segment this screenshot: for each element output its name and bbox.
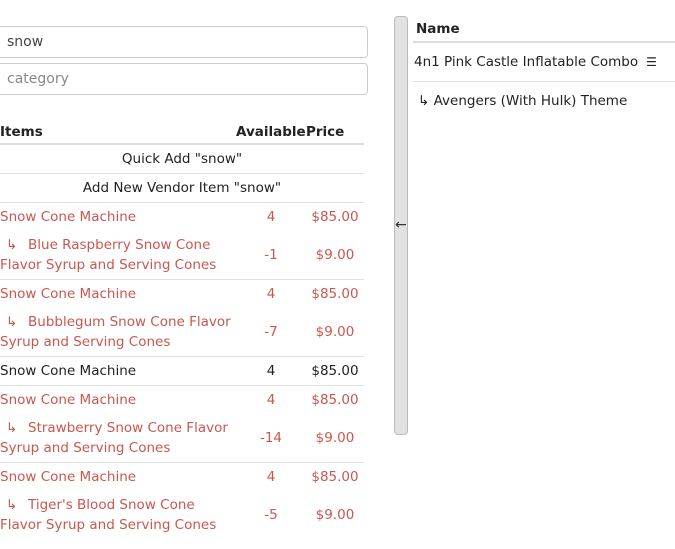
sub-item-name: Tiger's Blood Snow Cone Flavor Syrup and… bbox=[0, 497, 217, 533]
item-price: $85.00 bbox=[306, 356, 364, 386]
item-name: Snow Cone Machine bbox=[0, 356, 236, 386]
item-price: $85.00 bbox=[306, 385, 364, 414]
sub-item-price: $9.00 bbox=[315, 247, 355, 263]
item-row[interactable]: Snow Cone Machine 4 $85.00 bbox=[0, 202, 364, 231]
item-available: 4 bbox=[236, 385, 306, 414]
sub-item-price: $9.00 bbox=[315, 324, 355, 340]
selected-sub-item-name: Avengers (With Hulk) Theme bbox=[433, 93, 628, 109]
item-name: Snow Cone Machine bbox=[0, 202, 236, 231]
sub-item-name: Bubblegum Snow Cone Flavor Syrup and Ser… bbox=[0, 314, 231, 350]
sub-arrow-icon: ↳ bbox=[6, 237, 18, 253]
item-available: 4 bbox=[236, 356, 306, 386]
sub-arrow-icon: ↳ bbox=[6, 314, 18, 330]
item-row[interactable]: Snow Cone Machine 4 $85.00 bbox=[0, 385, 364, 414]
sub-item-price: $9.00 bbox=[315, 507, 355, 523]
panel-splitter[interactable]: ← bbox=[394, 16, 408, 435]
selected-items-panel: Name 4n1 Pink Castle Inflatable Combo ☰ ↳… bbox=[413, 16, 675, 120]
items-header: Items bbox=[0, 120, 236, 145]
selected-sub-item-row[interactable]: ↳ Avengers (With Hulk) Theme bbox=[413, 82, 675, 120]
sub-item-name: Blue Raspberry Snow Cone Flavor Syrup an… bbox=[0, 237, 217, 273]
sub-item-row[interactable]: ↳ Blue Raspberry Snow Cone Flavor Syrup a… bbox=[0, 231, 364, 280]
item-price: $85.00 bbox=[306, 202, 364, 231]
items-table: Items Available Price Quick Add "snow" A… bbox=[0, 120, 364, 539]
price-header: Price bbox=[306, 120, 364, 145]
sub-arrow-icon: ↳ bbox=[418, 93, 434, 109]
sub-item-row[interactable]: ↳ Bubblegum Snow Cone Flavor Syrup and Se… bbox=[0, 308, 364, 357]
sub-item-row[interactable]: ↳ Strawberry Snow Cone Flavor Syrup and S… bbox=[0, 414, 364, 463]
sub-item-name: Strawberry Snow Cone Flavor Syrup and Se… bbox=[0, 420, 228, 456]
item-name: Snow Cone Machine bbox=[0, 462, 236, 491]
sub-item-row[interactable]: ↳ Tiger's Blood Snow Cone Flavor Syrup an… bbox=[0, 491, 364, 539]
item-name: Snow Cone Machine bbox=[0, 279, 236, 308]
available-header: Available bbox=[236, 120, 306, 145]
item-name: Snow Cone Machine bbox=[0, 385, 236, 414]
item-row[interactable]: Snow Cone Machine 4 $85.00 bbox=[0, 462, 364, 491]
quick-add-row[interactable]: Quick Add "snow" bbox=[0, 143, 364, 174]
search-input[interactable] bbox=[0, 26, 368, 58]
item-row[interactable]: Snow Cone Machine 4 $85.00 bbox=[0, 279, 364, 308]
category-input[interactable] bbox=[0, 63, 368, 95]
item-price: $85.00 bbox=[306, 462, 364, 491]
list-icon[interactable]: ☰ bbox=[646, 55, 657, 69]
item-available: 4 bbox=[236, 202, 306, 231]
sub-item-available: -1 bbox=[264, 247, 278, 263]
name-header: Name bbox=[413, 16, 675, 43]
item-row[interactable]: Snow Cone Machine 4 $85.00 bbox=[0, 356, 364, 386]
sub-item-price: $9.00 bbox=[315, 430, 355, 446]
add-vendor-item-row[interactable]: Add New Vendor Item "snow" bbox=[0, 173, 364, 203]
item-price: $85.00 bbox=[306, 279, 364, 308]
selected-item-row[interactable]: 4n1 Pink Castle Inflatable Combo ☰ bbox=[413, 43, 675, 82]
sub-item-available: -14 bbox=[259, 430, 283, 446]
item-available: 4 bbox=[236, 462, 306, 491]
selected-item-name: 4n1 Pink Castle Inflatable Combo bbox=[414, 54, 639, 70]
sub-item-available: -7 bbox=[264, 324, 278, 340]
sub-arrow-icon: ↳ bbox=[6, 420, 18, 436]
arrow-left-icon[interactable]: ← bbox=[395, 217, 407, 233]
item-available: 4 bbox=[236, 279, 306, 308]
sub-arrow-icon: ↳ bbox=[6, 497, 18, 513]
sub-item-available: -5 bbox=[264, 507, 278, 523]
